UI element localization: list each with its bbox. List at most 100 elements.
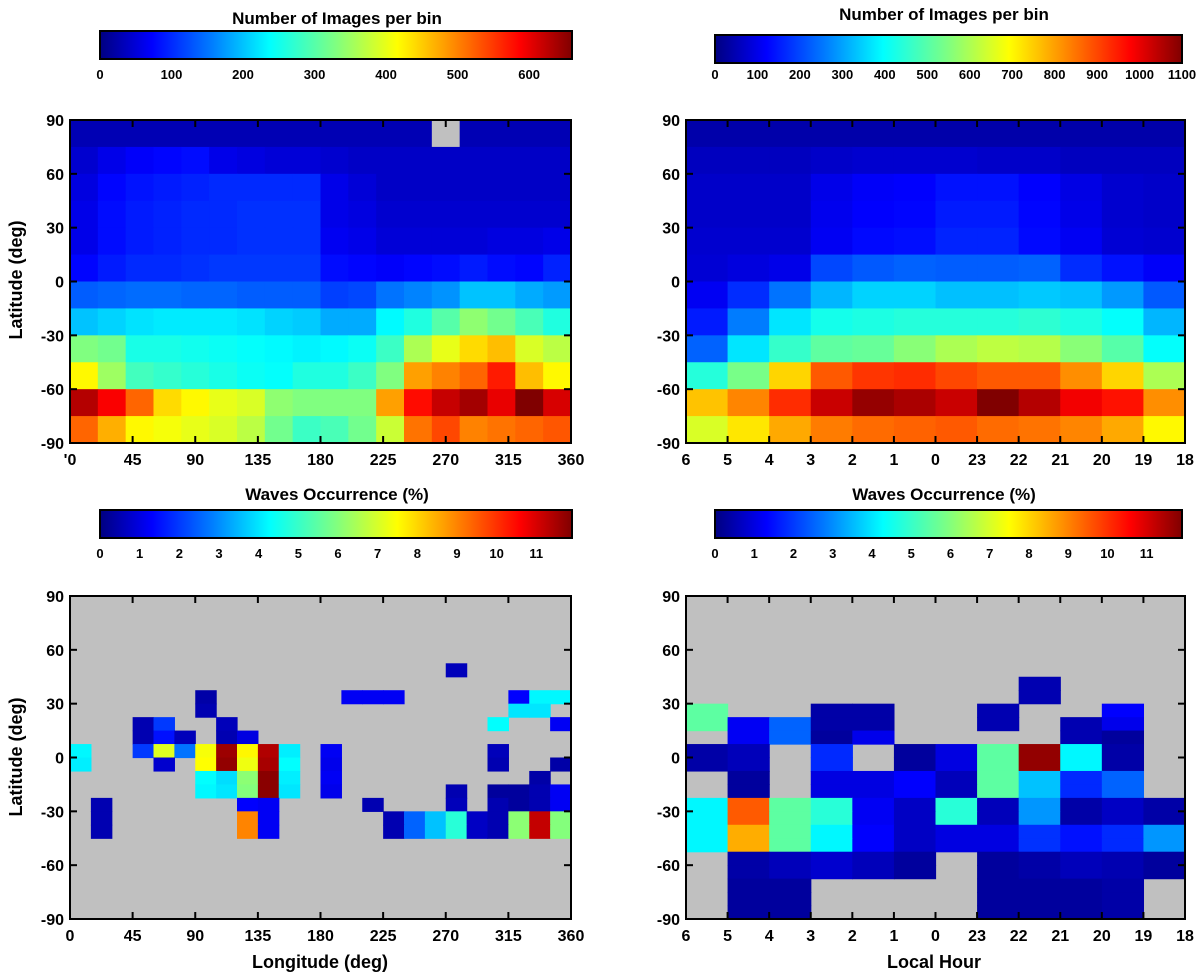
colorbar-tick-label: 800 xyxy=(1044,67,1066,82)
heatmap-cell xyxy=(320,416,349,444)
x-tick-label: 0 xyxy=(931,928,940,945)
heatmap-cell xyxy=(264,308,294,336)
heatmap-cell xyxy=(1060,878,1103,893)
heatmap-cell xyxy=(1143,308,1186,336)
heatmap-cell xyxy=(97,120,127,148)
heatmap-cell xyxy=(515,389,544,417)
heatmap-cell xyxy=(810,838,853,853)
heatmap-cell xyxy=(852,173,895,202)
heatmap-cell xyxy=(810,146,853,175)
y-tick-label: -90 xyxy=(657,436,680,453)
x-tick-label: 90 xyxy=(186,452,204,469)
heatmap-cell xyxy=(487,416,516,444)
heatmap-cell xyxy=(727,878,770,893)
x-tick-label: 360 xyxy=(558,928,585,945)
heatmap-cell xyxy=(893,811,937,826)
heatmap-cell xyxy=(852,865,895,880)
heatmap-cell xyxy=(1101,281,1145,310)
heatmap-cell xyxy=(935,797,978,812)
colorbar-tick-label: 100 xyxy=(747,67,769,82)
heatmap-cell xyxy=(810,811,853,826)
heatmap-cell xyxy=(686,824,729,839)
heatmap-cell xyxy=(893,200,937,229)
x-tick-label: 20 xyxy=(1093,928,1111,945)
x-tick-label: 18 xyxy=(1176,452,1194,469)
heatmap-cell xyxy=(1143,335,1186,363)
heatmap-cell xyxy=(195,757,217,772)
heatmap-cell xyxy=(216,784,238,799)
heatmap-cell xyxy=(431,173,461,202)
heatmap-cell xyxy=(893,335,937,363)
heatmap-cell xyxy=(70,335,99,363)
heatmap-cell xyxy=(893,770,937,786)
heatmap-cell xyxy=(727,770,770,786)
heatmap-cell xyxy=(487,717,509,732)
heatmap-cell xyxy=(459,308,489,336)
heatmap-cell xyxy=(852,335,895,363)
heatmap-cell xyxy=(1101,120,1145,148)
heatmap-cell xyxy=(810,865,853,880)
heatmap-cell xyxy=(852,717,895,732)
heatmap-cell xyxy=(852,362,895,390)
x-tick-label: 5 xyxy=(723,452,732,469)
heatmap-cell xyxy=(893,784,937,799)
y-tick-label: 30 xyxy=(662,697,680,714)
heatmap-cell xyxy=(292,227,322,256)
heatmap-cell xyxy=(181,308,210,336)
x-tick-label: 4 xyxy=(765,452,774,469)
heatmap-cell xyxy=(237,200,266,229)
x-tick-label: 22 xyxy=(1010,452,1028,469)
heatmap-cell xyxy=(686,200,729,229)
heatmap-cell xyxy=(431,362,461,390)
y-tick-label: -60 xyxy=(657,382,680,399)
heatmap-cell xyxy=(935,744,978,759)
heatmap-cell xyxy=(1060,797,1103,812)
heatmap-cell xyxy=(1060,892,1103,907)
colorbar-tick-label: 9 xyxy=(1065,546,1072,561)
heatmap-cell xyxy=(70,744,92,759)
y-tick-label: 60 xyxy=(662,167,680,184)
heatmap-cell xyxy=(97,281,127,310)
heatmap-cell xyxy=(1060,173,1103,202)
heatmap-cell xyxy=(216,717,238,732)
colorbar-tick-label: 3 xyxy=(829,546,836,561)
colorbar-title: Waves Occurrence (%) xyxy=(245,485,429,504)
panel-images-longitude: Number of Images per bin 0 100 200 300 400 50… xyxy=(6,9,584,469)
colorbar-tick-label: 2 xyxy=(790,546,797,561)
heatmap-cell xyxy=(459,389,489,417)
heatmap-cell xyxy=(257,744,280,759)
y-tick-label: 90 xyxy=(662,113,680,130)
heatmap-cell xyxy=(376,335,405,363)
heatmap-cell xyxy=(550,784,572,799)
heatmap-cell xyxy=(404,389,433,417)
heatmap-cell xyxy=(935,173,978,202)
heatmap-cell xyxy=(810,173,853,202)
heatmap-cell xyxy=(1060,335,1103,363)
y-tick-label: 30 xyxy=(46,697,64,714)
x-axis-label: Longitude (deg) xyxy=(252,952,388,972)
heatmap-cell xyxy=(727,146,770,175)
heatmap-cell xyxy=(977,335,1020,363)
heatmap-cell xyxy=(209,281,238,310)
heatmap-cell xyxy=(543,362,572,390)
heatmap-cell xyxy=(1143,838,1186,853)
heatmap-cell xyxy=(70,173,99,202)
heatmap-cell xyxy=(487,146,516,175)
y-tick-label: 0 xyxy=(55,751,64,768)
heatmap-cell xyxy=(529,770,551,786)
x-tick-label: 18 xyxy=(1176,928,1194,945)
heatmap-cell xyxy=(852,254,895,283)
heatmap-cell xyxy=(362,797,384,812)
heatmap-cell xyxy=(383,811,405,826)
heatmap-cell xyxy=(90,824,113,839)
x-tick-label: 21 xyxy=(1051,452,1069,469)
heatmap-cell xyxy=(153,416,182,444)
colorbar-tick-label: 500 xyxy=(916,67,938,82)
heatmap-cell xyxy=(97,227,127,256)
x-tick-label: 90 xyxy=(186,928,204,945)
x-tick-label: 135 xyxy=(245,928,272,945)
heatmap-cell xyxy=(459,200,489,229)
heatmap-cell xyxy=(292,389,322,417)
heatmap-cell xyxy=(237,362,266,390)
heatmap-cell xyxy=(348,389,377,417)
